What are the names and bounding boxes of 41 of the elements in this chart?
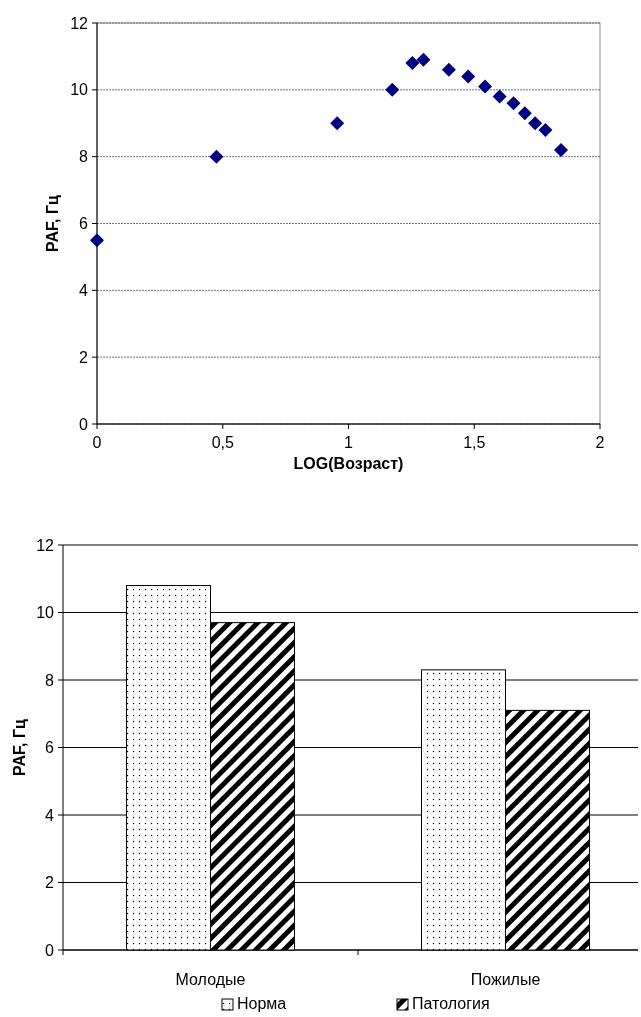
x-tick-label: Пожилые bbox=[470, 971, 541, 988]
y-tick-label: 10 bbox=[70, 81, 89, 99]
y-axis-title: PAF, Гц bbox=[44, 194, 61, 252]
point bbox=[492, 89, 507, 104]
y-tick-label: 8 bbox=[45, 671, 55, 689]
point bbox=[528, 116, 543, 131]
y-tick-label: 8 bbox=[79, 148, 89, 166]
point bbox=[478, 79, 493, 94]
y-tick-label: 6 bbox=[45, 739, 55, 757]
point bbox=[461, 69, 476, 84]
y-tick-label: 6 bbox=[79, 215, 89, 233]
point bbox=[385, 82, 400, 97]
point bbox=[330, 116, 345, 131]
point bbox=[538, 122, 553, 137]
y-tick-label: 2 bbox=[45, 874, 55, 892]
point bbox=[517, 106, 532, 121]
y-tick-label: 4 bbox=[79, 281, 89, 299]
y-tick-label: 2 bbox=[79, 348, 89, 366]
point bbox=[554, 142, 569, 157]
point bbox=[441, 62, 456, 77]
y-tick-label: 10 bbox=[36, 604, 55, 622]
y-axis-title: PAF, Гц bbox=[11, 718, 28, 776]
x-tick-label: 1 bbox=[344, 434, 354, 451]
point bbox=[209, 149, 224, 164]
y-tick-label: 12 bbox=[36, 536, 55, 554]
legend-label: Норма bbox=[237, 995, 287, 1012]
x-tick-label: 0,5 bbox=[211, 434, 234, 451]
x-axis-title: LOG(Возраст) bbox=[293, 455, 404, 472]
x-tick-label: 2 bbox=[595, 434, 605, 451]
x-tick-label: 1,5 bbox=[463, 434, 486, 451]
legend-label: Патология bbox=[412, 995, 490, 1012]
point bbox=[416, 52, 431, 67]
x-tick-label: Молодые bbox=[175, 971, 246, 988]
y-tick-label: 12 bbox=[70, 14, 89, 32]
y-tick-label: 0 bbox=[79, 415, 89, 433]
x-tick-label: 0 bbox=[92, 434, 102, 451]
y-tick-label: 4 bbox=[45, 806, 55, 824]
point bbox=[506, 96, 521, 111]
point bbox=[405, 56, 420, 71]
y-tick-label: 0 bbox=[45, 941, 55, 959]
point bbox=[90, 233, 104, 248]
